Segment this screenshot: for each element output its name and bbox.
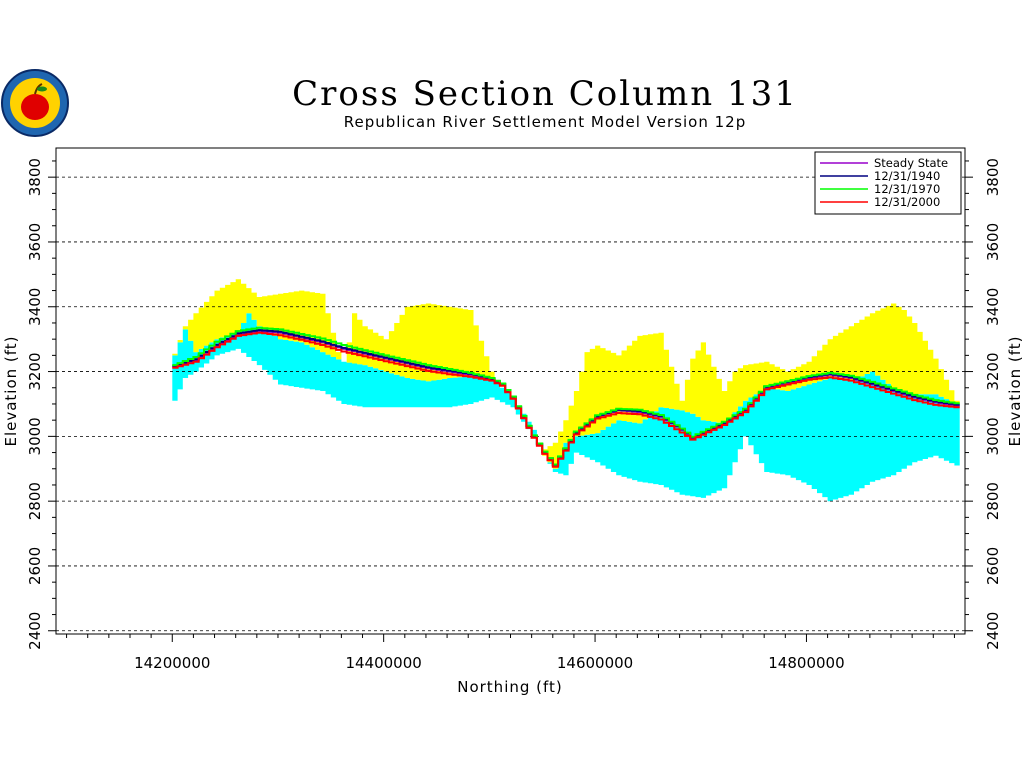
y-tick-label-left: 3000 (26, 417, 44, 455)
y-tick-label-right: 3000 (984, 417, 1002, 455)
lower-layer-area (172, 313, 960, 502)
y-tick-label-right: 3200 (984, 352, 1002, 390)
chart-subtitle: Republican River Settlement Model Versio… (344, 113, 746, 131)
x-axis-label: Northing (ft) (457, 678, 563, 696)
y-tick-label-right: 3800 (984, 158, 1002, 196)
series-line-4 (172, 331, 960, 468)
y-tick-label-right: 3600 (984, 223, 1002, 261)
y-tick-label-left: 2800 (26, 482, 44, 520)
y-tick-label-left: 2600 (26, 547, 44, 585)
x-tick-label: 14600000 (557, 654, 633, 672)
y-tick-label-left: 3400 (26, 288, 44, 326)
agency-seal-logo (1, 69, 69, 137)
legend: Steady State12/31/194012/31/197012/31/20… (814, 151, 962, 215)
y-tick-label-left: 2400 (26, 612, 44, 650)
plot-area (56, 176, 965, 632)
y-tick-label-left: 3800 (26, 158, 44, 196)
y-axis-label-right: Elevation (ft) (1006, 335, 1024, 446)
x-tick-label: 14800000 (768, 654, 844, 672)
y-axis-right-ticks: 2400 2600 2800 3000 3200 3400 3600 3800 (965, 158, 1002, 650)
x-axis-ticks: 14200000 14400000 14600000 14800000 (66, 634, 955, 672)
chart-title: Cross Section Column 131 (292, 74, 798, 114)
upper-layer-area (172, 279, 960, 469)
y-axis-left-ticks: 2400 2600 2800 3000 3200 3400 3600 3800 (26, 158, 56, 650)
x-tick-label: 14200000 (134, 654, 210, 672)
y-tick-label-left: 3200 (26, 352, 44, 390)
y-axis-label-left: Elevation (ft) (2, 335, 20, 446)
y-tick-label-left: 3600 (26, 223, 44, 261)
x-tick-label: 14400000 (345, 654, 421, 672)
legend-label-4: 12/31/2000 (874, 195, 940, 209)
y-tick-label-right: 2400 (984, 612, 1002, 650)
y-tick-label-right: 2800 (984, 482, 1002, 520)
y-tick-label-right: 3400 (984, 288, 1002, 326)
y-tick-label-right: 2600 (984, 547, 1002, 585)
legend-label-2: 12/31/1940 (874, 169, 940, 183)
legend-label-3: 12/31/1970 (874, 182, 940, 196)
legend-label-1: Steady State (874, 156, 948, 170)
series-line-3 (172, 326, 960, 466)
